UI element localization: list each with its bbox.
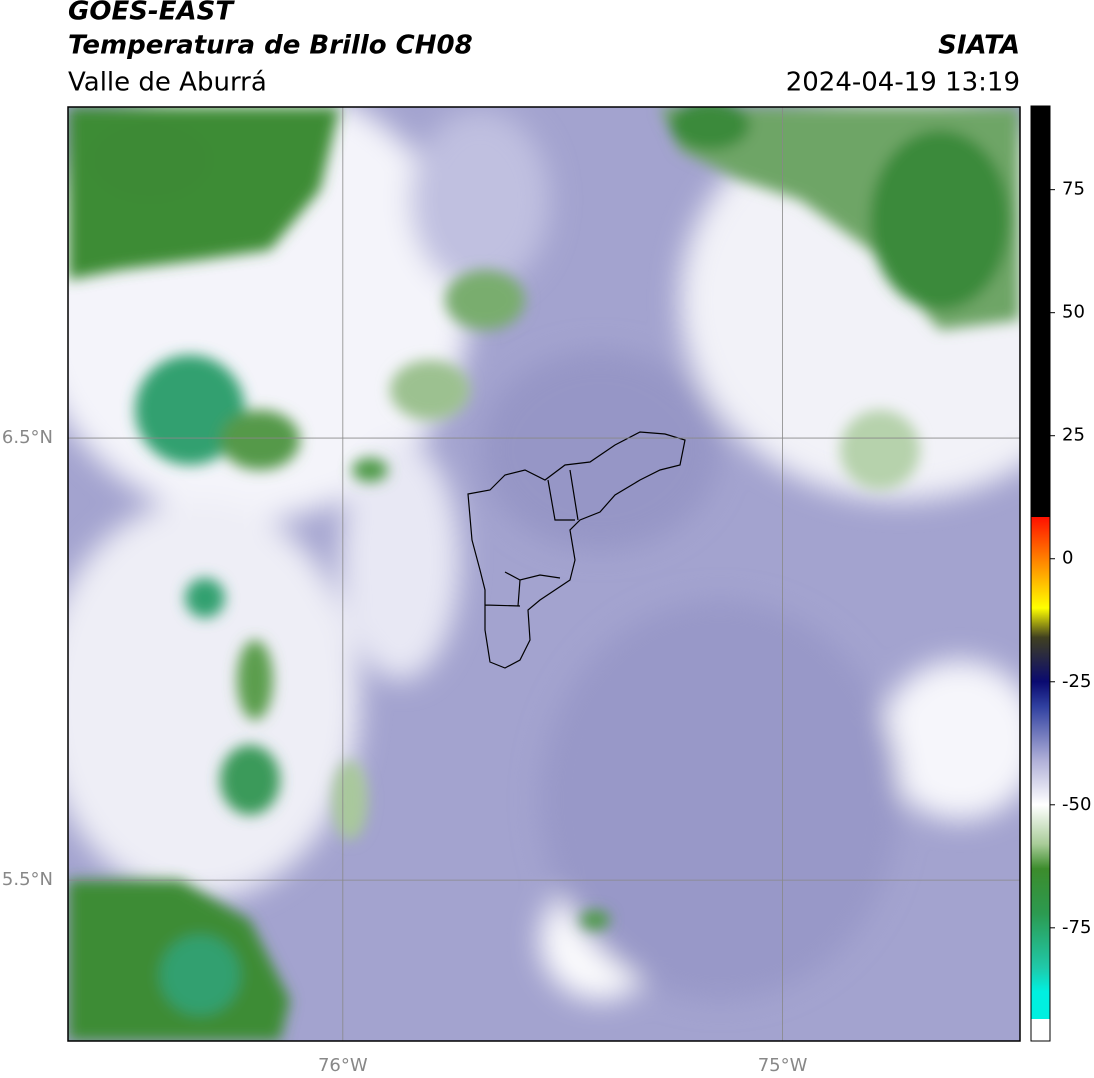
colorbar-tick-label: -75 <box>1062 917 1091 938</box>
colorbar-tick-label: 0 <box>1062 548 1073 569</box>
colorbar-tick-label: -50 <box>1062 794 1091 815</box>
map-field <box>68 107 1020 1041</box>
grid <box>68 107 1020 1041</box>
title: GOES-EAST <box>68 0 235 27</box>
colorbar-tick-label: 50 <box>1062 302 1085 323</box>
x-tick-label: 75°W <box>758 1055 808 1076</box>
colorbar-tick-label: 25 <box>1062 425 1085 446</box>
x-tick-label: 76°W <box>318 1055 368 1076</box>
y-tick-label: 5.5°N <box>2 869 53 890</box>
region: Valle de Aburrá <box>68 68 267 98</box>
colorbar-tick-label: 75 <box>1062 179 1085 200</box>
source: SIATA <box>938 31 1020 61</box>
subtitle: Temperatura de Brillo CH08 <box>68 31 473 61</box>
map-frame <box>67 106 1021 1042</box>
datetime: 2024-04-19 13:19 <box>786 68 1020 98</box>
colorbar-tick-label: -25 <box>1062 671 1091 692</box>
y-tick-label: 6.5°N <box>2 427 53 448</box>
colorbar <box>1030 105 1051 1042</box>
